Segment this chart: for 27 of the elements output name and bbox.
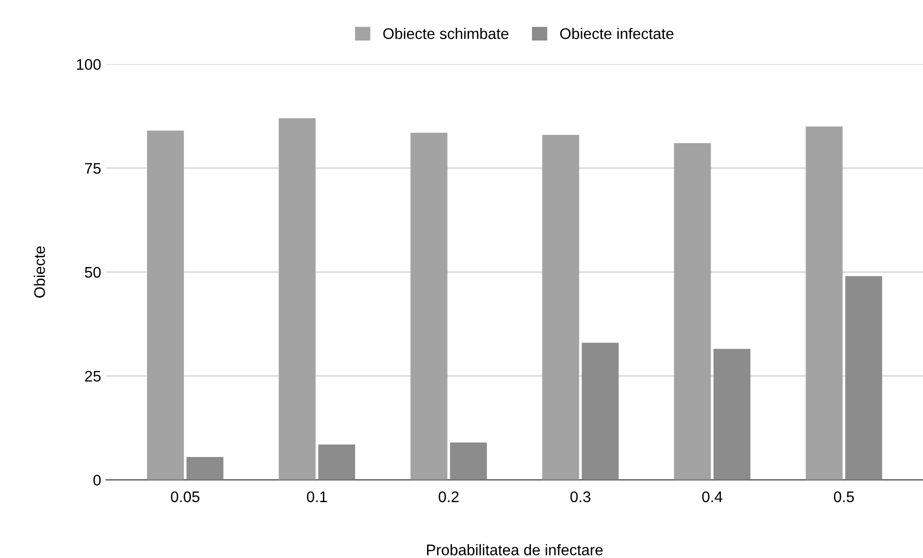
y-tick-label: 25 (85, 370, 101, 382)
x-tick-label: 0.2 (438, 491, 459, 502)
bar (542, 134, 580, 480)
y-tick-label: 100 (76, 59, 101, 70)
y-tick-label: 75 (85, 163, 101, 174)
bar (186, 457, 224, 480)
legend-label: Obiecte schimbate (383, 28, 508, 40)
x-tick-label: 0.3 (570, 491, 590, 502)
bar (806, 126, 843, 480)
bar (146, 130, 184, 480)
bar (674, 143, 711, 480)
y-tick-label: 50 (84, 266, 101, 278)
bar (318, 444, 356, 480)
bar (582, 342, 619, 480)
bar (714, 348, 750, 480)
x-tick-label: 0.1 (306, 491, 327, 502)
x-tick-label: 0.05 (170, 491, 200, 502)
bar (278, 118, 316, 480)
bar (450, 442, 487, 480)
x-tick-label: 0.5 (834, 491, 854, 502)
legend-label: Obiecte infectate (560, 28, 674, 40)
y-tick-label: 0 (93, 474, 101, 486)
x-axis-title: Probabilitatea de infectare (427, 544, 603, 556)
x-tick-label: 0.4 (702, 491, 722, 502)
y-axis-title: Obiecte (34, 246, 45, 298)
bar (845, 276, 882, 480)
bar (410, 132, 448, 480)
